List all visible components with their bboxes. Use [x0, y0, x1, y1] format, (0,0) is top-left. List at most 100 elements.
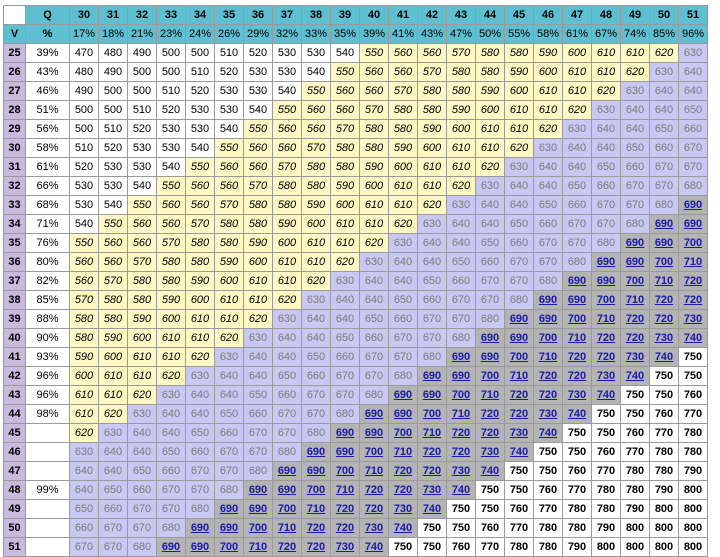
grid-link-cell[interactable]: 690 — [272, 461, 302, 481]
grid-link-cell[interactable]: 720 — [359, 480, 389, 500]
grid-link-cell[interactable]: 700 — [475, 366, 505, 386]
grid-link-cell[interactable]: 700 — [620, 271, 650, 291]
grid-link-cell[interactable]: 740 — [446, 480, 476, 500]
grid-link-cell[interactable]: 710 — [446, 404, 476, 424]
grid-link-cell[interactable]: 720 — [388, 480, 418, 500]
grid-link-cell[interactable]: 690 — [388, 404, 418, 424]
grid-link-cell[interactable]: 690 — [678, 214, 708, 234]
grid-link-cell[interactable]: 690 — [446, 347, 476, 367]
grid-link-cell[interactable]: 690 — [243, 499, 273, 519]
grid-link-cell[interactable]: 740 — [591, 385, 621, 405]
grid-link-cell[interactable]: 730 — [678, 309, 708, 329]
grid-link-cell[interactable]: 740 — [504, 442, 534, 462]
grid-link-cell[interactable]: 730 — [562, 385, 592, 405]
grid-link-cell[interactable]: 720 — [678, 271, 708, 291]
grid-link-cell[interactable]: 730 — [330, 537, 360, 557]
grid-link-cell[interactable]: 720 — [533, 385, 563, 405]
grid-link-cell[interactable]: 720 — [272, 537, 302, 557]
grid-link-cell[interactable]: 720 — [504, 404, 534, 424]
grid-link-cell[interactable]: 690 — [504, 328, 534, 348]
grid-link-cell[interactable]: 740 — [533, 423, 563, 443]
grid-link-cell[interactable]: 740 — [562, 404, 592, 424]
grid-link-cell[interactable]: 720 — [330, 499, 360, 519]
grid-link-cell[interactable]: 690 — [185, 537, 215, 557]
grid-link-cell[interactable]: 690 — [533, 290, 563, 310]
grid-link-cell[interactable]: 690 — [330, 442, 360, 462]
grid-link-cell[interactable]: 690 — [562, 271, 592, 291]
grid-link-cell[interactable]: 700 — [562, 309, 592, 329]
grid-link-cell[interactable]: 700 — [446, 385, 476, 405]
grid-link-cell[interactable]: 690 — [504, 309, 534, 329]
grid-link-cell[interactable]: 690 — [591, 271, 621, 291]
grid-link-cell[interactable]: 720 — [446, 442, 476, 462]
grid-link-cell[interactable]: 710 — [388, 442, 418, 462]
grid-link-cell[interactable]: 690 — [301, 442, 331, 462]
grid-link-cell[interactable]: 700 — [649, 252, 679, 272]
grid-link-cell[interactable]: 690 — [620, 252, 650, 272]
grid-link-cell[interactable]: 720 — [417, 442, 447, 462]
grid-link-cell[interactable]: 710 — [562, 328, 592, 348]
grid-link-cell[interactable]: 710 — [301, 499, 331, 519]
grid-link-cell[interactable]: 710 — [678, 252, 708, 272]
grid-link-cell[interactable]: 720 — [591, 328, 621, 348]
grid-link-cell[interactable]: 690 — [214, 518, 244, 538]
grid-link-cell[interactable]: 700 — [301, 480, 331, 500]
grid-link-cell[interactable]: 720 — [301, 537, 331, 557]
grid-link-cell[interactable]: 700 — [533, 328, 563, 348]
grid-link-cell[interactable]: 740 — [649, 347, 679, 367]
grid-link-cell[interactable]: 710 — [533, 347, 563, 367]
grid-link-cell[interactable]: 690 — [475, 347, 505, 367]
grid-link-cell[interactable]: 720 — [475, 423, 505, 443]
grid-link-cell[interactable]: 720 — [388, 461, 418, 481]
grid-link-cell[interactable]: 720 — [562, 366, 592, 386]
grid-link-cell[interactable]: 690 — [359, 404, 389, 424]
grid-link-cell[interactable]: 720 — [591, 347, 621, 367]
grid-link-cell[interactable]: 690 — [359, 423, 389, 443]
grid-link-cell[interactable]: 730 — [649, 328, 679, 348]
grid-link-cell[interactable]: 730 — [504, 423, 534, 443]
grid-link-cell[interactable]: 740 — [475, 461, 505, 481]
grid-link-cell[interactable]: 730 — [533, 404, 563, 424]
grid-link-cell[interactable]: 710 — [243, 537, 273, 557]
grid-link-cell[interactable]: 690 — [301, 461, 331, 481]
grid-link-cell[interactable]: 690 — [678, 195, 708, 215]
grid-link-cell[interactable]: 710 — [272, 518, 302, 538]
grid-link-cell[interactable]: 710 — [649, 271, 679, 291]
grid-link-cell[interactable]: 690 — [475, 328, 505, 348]
grid-link-cell[interactable]: 710 — [330, 480, 360, 500]
grid-link-cell[interactable]: 730 — [446, 461, 476, 481]
grid-link-cell[interactable]: 720 — [620, 309, 650, 329]
grid-link-cell[interactable]: 720 — [562, 347, 592, 367]
grid-link-cell[interactable]: 720 — [649, 309, 679, 329]
grid-link-cell[interactable]: 690 — [533, 309, 563, 329]
grid-link-cell[interactable]: 730 — [620, 347, 650, 367]
grid-link-cell[interactable]: 710 — [359, 461, 389, 481]
grid-link-cell[interactable]: 700 — [272, 499, 302, 519]
grid-link-cell[interactable]: 700 — [359, 442, 389, 462]
grid-link-cell[interactable]: 740 — [388, 518, 418, 538]
grid-link-cell[interactable]: 710 — [417, 423, 447, 443]
grid-link-cell[interactable]: 730 — [591, 366, 621, 386]
grid-link-cell[interactable]: 690 — [591, 252, 621, 272]
grid-link-cell[interactable]: 720 — [446, 423, 476, 443]
grid-link-cell[interactable]: 690 — [649, 214, 679, 234]
grid-link-cell[interactable]: 740 — [359, 537, 389, 557]
grid-link-cell[interactable]: 730 — [388, 499, 418, 519]
grid-link-cell[interactable]: 700 — [678, 233, 708, 253]
grid-link-cell[interactable]: 720 — [417, 461, 447, 481]
grid-link-cell[interactable]: 730 — [359, 518, 389, 538]
grid-link-cell[interactable]: 690 — [417, 366, 447, 386]
grid-link-cell[interactable]: 690 — [214, 499, 244, 519]
grid-link-cell[interactable]: 690 — [185, 518, 215, 538]
grid-link-cell[interactable]: 700 — [388, 423, 418, 443]
grid-link-cell[interactable]: 730 — [417, 480, 447, 500]
grid-link-cell[interactable]: 700 — [330, 461, 360, 481]
grid-link-cell[interactable]: 710 — [475, 385, 505, 405]
grid-link-cell[interactable]: 690 — [649, 233, 679, 253]
grid-link-cell[interactable]: 720 — [301, 518, 331, 538]
grid-link-cell[interactable]: 690 — [446, 366, 476, 386]
grid-link-cell[interactable]: 720 — [504, 385, 534, 405]
grid-link-cell[interactable]: 710 — [504, 366, 534, 386]
grid-link-cell[interactable]: 690 — [272, 480, 302, 500]
grid-link-cell[interactable]: 700 — [214, 537, 244, 557]
